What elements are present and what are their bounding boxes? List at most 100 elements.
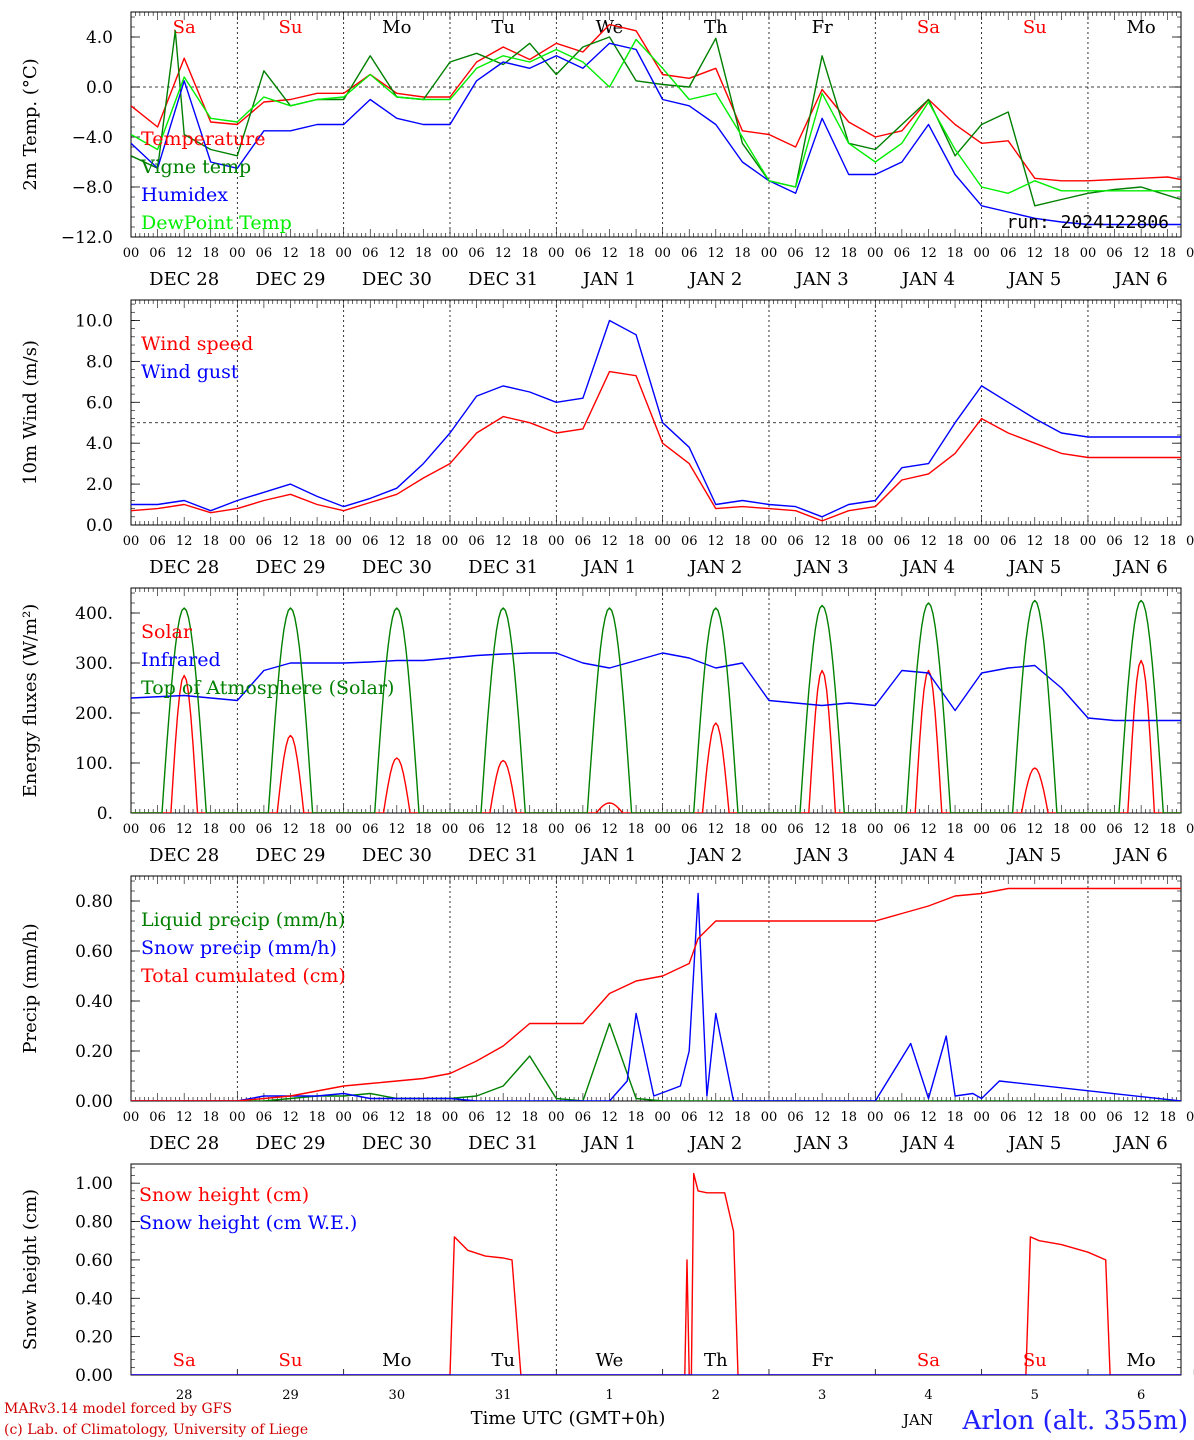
x-hour-label: 00 [654, 822, 671, 837]
x-hour-label: 00 [867, 1110, 884, 1125]
x-hour-label: 00 [1186, 534, 1194, 549]
x-hour-label: 06 [681, 1110, 698, 1125]
x-hour-label: 06 [256, 822, 273, 837]
x-day-number: 5 [1031, 1388, 1039, 1403]
x-hour-label: 06 [575, 246, 592, 261]
x-hour-label: 12 [814, 822, 831, 837]
series-group [131, 1172, 1181, 1375]
x-day-number: 6 [1137, 1388, 1145, 1403]
x-date-label: DEC 28 [149, 1133, 219, 1154]
month-stub: JAN [901, 1411, 933, 1429]
legend-entry: Temperature [141, 128, 265, 150]
x-hour-label: 18 [734, 822, 751, 837]
x-hour-label: 18 [734, 246, 751, 261]
x-hour-label: 12 [282, 534, 299, 549]
day-name-label: Su [279, 17, 303, 38]
x-hour-label: 06 [787, 1110, 804, 1125]
legend-entry: Infrared [141, 649, 221, 671]
legend-entry: Total cumulated (cm) [141, 965, 346, 987]
x-hour-label: 12 [282, 822, 299, 837]
y-tick-label: 100. [75, 754, 113, 774]
x-hour-label: 06 [149, 246, 166, 261]
x-day-number: 2 [712, 1388, 720, 1403]
x-hour-label: 12 [601, 1110, 618, 1125]
series-line-dewpoint-temp [131, 38, 1181, 195]
x-hour-label: 06 [894, 534, 911, 549]
series-line-snow-precip-mm-h- [131, 892, 1181, 1101]
day-name-label: Th [704, 1350, 728, 1371]
x-hour-label: 06 [787, 534, 804, 549]
x-hour-label: 12 [920, 534, 937, 549]
x-date-label: JAN 4 [900, 557, 955, 578]
x-date-label: JAN 2 [687, 1133, 742, 1154]
legend-entry: DewPoint Temp [141, 212, 292, 234]
x-hour-label: 18 [415, 822, 432, 837]
series-line-vigne-temp [131, 30, 1181, 207]
series-line-infrared [131, 652, 1181, 722]
x-hour-label: 12 [601, 246, 618, 261]
x-hour-label: 18 [521, 534, 538, 549]
x-date-label: DEC 30 [362, 845, 432, 866]
x-hour-label: 00 [123, 822, 140, 837]
x-hour-label: 18 [734, 1110, 751, 1125]
x-hour-label: 00 [761, 1110, 778, 1125]
x-hour-label: 12 [1133, 534, 1150, 549]
x-hour-label: 06 [894, 822, 911, 837]
x-hour-label: 18 [521, 246, 538, 261]
plot-frame [130, 299, 1182, 526]
series-line-wind-gust [131, 319, 1181, 518]
x-hour-label: 12 [601, 534, 618, 549]
x-hour-label: 00 [761, 822, 778, 837]
y-tick-label: 400. [75, 604, 113, 624]
x-hour-label: 00 [1080, 246, 1097, 261]
x-hour-label: 00 [654, 246, 671, 261]
x-date-label: DEC 31 [468, 557, 538, 578]
x-hour-label: 00 [1186, 1110, 1194, 1125]
x-date-label: JAN 3 [794, 1133, 849, 1154]
x-date-label: JAN 1 [581, 1133, 636, 1154]
x-date-label: JAN 1 [581, 557, 636, 578]
x-hour-label: 06 [1106, 246, 1123, 261]
x-hour-label: 00 [867, 822, 884, 837]
x-hour-label: 12 [176, 534, 193, 549]
x-date-label: DEC 31 [468, 845, 538, 866]
x-hour-label: 00 [1186, 822, 1194, 837]
x-date-label: JAN 6 [1113, 1133, 1168, 1154]
x-hour-label: 18 [947, 246, 964, 261]
x-date-label: JAN 4 [900, 269, 955, 290]
x-hour-label: 12 [1133, 822, 1150, 837]
x-hour-label: 00 [442, 246, 459, 261]
x-axis-title: Time UTC (GMT+0h) [471, 1408, 666, 1429]
day-name-label: Su [1023, 1350, 1047, 1371]
x-hour-label: 00 [335, 1110, 352, 1125]
x-hour-label: 00 [442, 534, 459, 549]
x-date-label: JAN 3 [794, 845, 849, 866]
y-tick-label: 2.0 [86, 475, 113, 495]
x-hour-label: 00 [123, 1110, 140, 1125]
x-date-label: DEC 30 [362, 557, 432, 578]
x-hour-label: 00 [123, 534, 140, 549]
x-hour-label: 06 [256, 246, 273, 261]
y-tick-label: 0.0 [86, 78, 113, 98]
x-hour-label: 18 [1053, 534, 1070, 549]
x-date-label: DEC 29 [256, 557, 326, 578]
x-day-number: 29 [282, 1388, 299, 1403]
x-date-label: JAN 6 [1113, 845, 1168, 866]
plot-frame [130, 587, 1182, 814]
x-date-label: JAN 3 [794, 557, 849, 578]
x-hour-label: 00 [1186, 246, 1194, 261]
day-name-label: Mo [382, 17, 411, 38]
x-hour-label: 18 [1159, 822, 1176, 837]
y-tick-label: 0.60 [75, 942, 113, 962]
x-hour-label: 00 [973, 822, 990, 837]
x-hour-label: 00 [442, 1110, 459, 1125]
x-day-number: 1 [605, 1388, 613, 1403]
x-hour-label: 06 [575, 1110, 592, 1125]
x-date-label: JAN 2 [687, 269, 742, 290]
x-hour-label: 18 [840, 246, 857, 261]
run-annotation: run: 2024122806 [1006, 212, 1169, 233]
x-hour-label: 12 [708, 822, 725, 837]
day-name-label: Fr [812, 17, 833, 38]
x-hour-label: 00 [335, 534, 352, 549]
